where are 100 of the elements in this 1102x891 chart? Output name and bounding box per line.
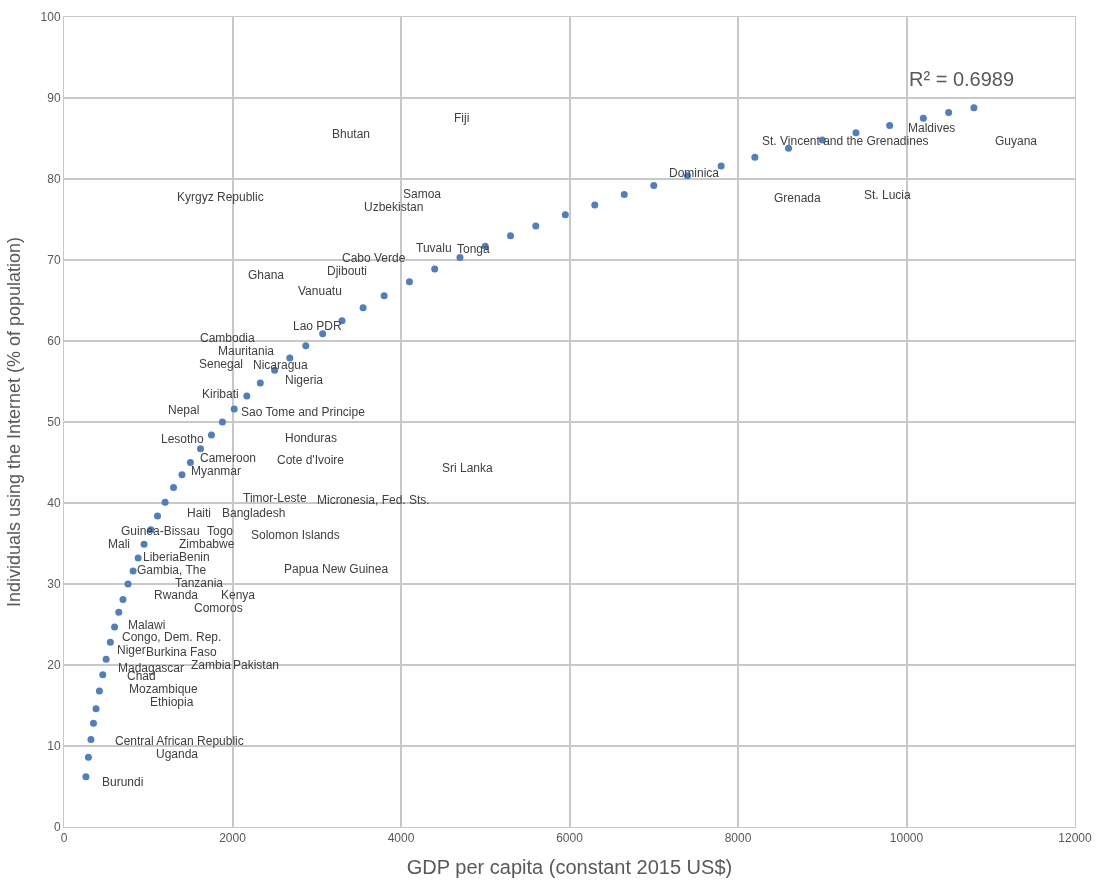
point bbox=[945, 109, 953, 117]
annotation: Malawi bbox=[128, 618, 166, 632]
point bbox=[717, 162, 725, 170]
annotation: Grenada bbox=[774, 191, 822, 205]
annotation: Niger bbox=[117, 643, 146, 657]
point bbox=[115, 608, 123, 616]
point bbox=[129, 567, 137, 575]
annotation: Djibouti bbox=[327, 264, 368, 278]
annotation: Ghana bbox=[248, 268, 285, 282]
point bbox=[84, 753, 92, 761]
annotation: Central African Republic bbox=[115, 734, 244, 748]
annotation: Nepal bbox=[168, 403, 200, 417]
point bbox=[561, 211, 569, 219]
annotation: Comoros bbox=[194, 601, 243, 615]
point bbox=[970, 104, 978, 112]
point bbox=[134, 554, 142, 562]
point bbox=[218, 418, 226, 426]
annotation: Guinea-Bissau bbox=[121, 524, 200, 538]
point bbox=[532, 222, 540, 230]
annotation: Mali bbox=[108, 537, 131, 551]
point bbox=[620, 190, 628, 198]
annotation: Solomon Islands bbox=[251, 528, 340, 542]
x-tick-label: 2000 bbox=[219, 831, 247, 846]
point bbox=[95, 687, 103, 695]
point bbox=[102, 655, 110, 663]
annotation: Cote d'Ivoire bbox=[277, 453, 345, 467]
point bbox=[161, 498, 169, 506]
annotation: Mozambique bbox=[129, 682, 199, 696]
annotation: Cambodia bbox=[200, 331, 256, 345]
annotation: Senegal bbox=[199, 357, 244, 371]
annotation: St. Lucia bbox=[864, 188, 912, 202]
annotation: Micronesia, Fed. Sts. bbox=[317, 493, 430, 507]
annotation: Timor-Leste bbox=[243, 491, 307, 505]
annotation: Fiji bbox=[454, 111, 470, 125]
annotation: Zimbabwe bbox=[179, 537, 235, 551]
point bbox=[196, 445, 204, 453]
y-tick-label: 90 bbox=[47, 91, 61, 106]
annotation: Liberia bbox=[143, 550, 180, 564]
point bbox=[507, 232, 515, 240]
point bbox=[106, 638, 114, 646]
y-tick-label: 10 bbox=[47, 739, 61, 754]
annotation: R² = 0.6989 bbox=[909, 68, 1015, 90]
annotation: Pakistan bbox=[233, 658, 280, 672]
annotation: Samoa bbox=[403, 187, 442, 201]
annotation: Nigeria bbox=[285, 373, 324, 387]
y-tick-label: 0 bbox=[53, 820, 61, 835]
point bbox=[154, 512, 162, 520]
point bbox=[124, 580, 132, 588]
annotation: Congo, Dem. Rep. bbox=[122, 630, 222, 644]
point bbox=[99, 671, 107, 679]
annotation: Tanzania bbox=[175, 576, 224, 590]
annotation: Bhutan bbox=[332, 127, 371, 141]
annotation: Mauritania bbox=[218, 344, 275, 358]
point bbox=[186, 459, 194, 466]
y-tick-label: 30 bbox=[47, 577, 61, 592]
point bbox=[92, 705, 100, 713]
annotation: Sao Tome and Principe bbox=[241, 405, 366, 419]
x-tick-label: 8000 bbox=[724, 831, 752, 846]
annotation: Uzbekistan bbox=[364, 200, 424, 214]
point bbox=[170, 484, 178, 492]
point bbox=[119, 595, 127, 603]
y-tick-label: 20 bbox=[47, 658, 61, 673]
annotation: Lao PDR bbox=[293, 319, 343, 333]
annotation: Uganda bbox=[156, 747, 199, 761]
annotation: Cameroon bbox=[200, 451, 257, 465]
point bbox=[207, 431, 215, 439]
annotation: Burkina Faso bbox=[146, 645, 218, 659]
x-tick-label: 4000 bbox=[387, 831, 415, 846]
point bbox=[359, 304, 367, 312]
annotation: Honduras bbox=[285, 431, 338, 445]
point bbox=[919, 114, 927, 122]
point bbox=[405, 278, 413, 286]
point bbox=[319, 330, 327, 338]
annotation: Kyrgyz Republic bbox=[177, 190, 264, 204]
annotation: Tonga bbox=[457, 242, 491, 256]
annotation: Nicaragua bbox=[253, 358, 309, 372]
point bbox=[243, 392, 251, 400]
annotation: Kenya bbox=[221, 588, 256, 602]
point bbox=[431, 265, 439, 273]
point bbox=[256, 379, 264, 387]
annotation: Gambia, The bbox=[137, 563, 207, 577]
point bbox=[886, 122, 894, 130]
point bbox=[178, 471, 186, 479]
point bbox=[751, 153, 759, 161]
annotation: Bangladesh bbox=[222, 506, 286, 520]
point bbox=[89, 719, 97, 727]
annotation: Tuvalu bbox=[416, 241, 452, 255]
annotation: Burundi bbox=[102, 775, 144, 789]
point bbox=[230, 405, 238, 413]
x-axis-title: GDP per capita (constant 2015 US$) bbox=[406, 855, 733, 878]
y-axis-title: Individuals using the Internet (% of population) bbox=[3, 236, 24, 608]
annotation: Vanuatu bbox=[298, 284, 342, 298]
y-tick-label: 100 bbox=[40, 10, 61, 25]
y-tick-label: 60 bbox=[47, 334, 61, 349]
y-tick-label: 40 bbox=[47, 496, 61, 511]
point bbox=[111, 623, 119, 631]
annotation: Benin bbox=[179, 550, 210, 564]
annotation: Maldives bbox=[908, 121, 956, 135]
annotation: Myanmar bbox=[191, 464, 242, 478]
annotation: Cabo Verde bbox=[342, 251, 406, 265]
